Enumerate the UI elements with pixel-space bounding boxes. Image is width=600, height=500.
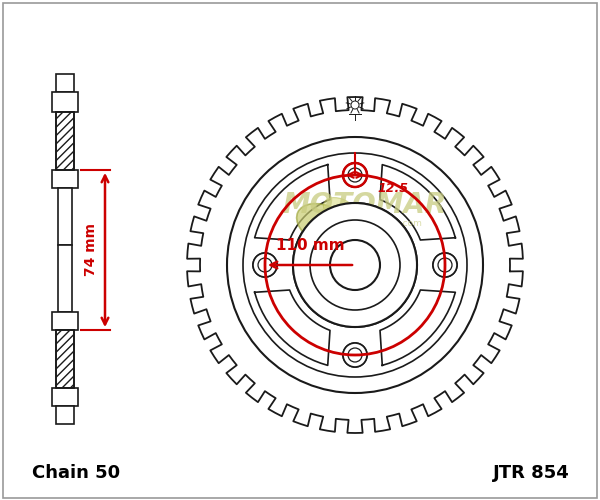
Bar <box>56 330 74 388</box>
Bar <box>52 92 78 112</box>
Circle shape <box>438 258 452 272</box>
Circle shape <box>343 343 367 367</box>
Polygon shape <box>380 164 455 240</box>
Text: MOTOMAR: MOTOMAR <box>283 191 447 219</box>
Text: 110 mm: 110 mm <box>275 238 344 253</box>
Circle shape <box>343 343 367 367</box>
Polygon shape <box>254 164 330 240</box>
Circle shape <box>348 348 362 362</box>
Bar <box>56 112 74 170</box>
Circle shape <box>293 203 417 327</box>
Ellipse shape <box>323 198 356 222</box>
Ellipse shape <box>296 204 353 246</box>
Circle shape <box>343 163 367 187</box>
Polygon shape <box>187 97 523 433</box>
Bar <box>56 74 74 92</box>
Polygon shape <box>254 290 330 366</box>
Circle shape <box>433 253 457 277</box>
Text: www.motomarracing.com: www.motomarracing.com <box>307 218 423 228</box>
Circle shape <box>348 168 362 182</box>
Text: 74 mm: 74 mm <box>84 224 98 276</box>
Bar <box>56 112 74 170</box>
Circle shape <box>348 168 362 182</box>
Circle shape <box>348 348 362 362</box>
Text: Chain 50: Chain 50 <box>32 464 120 482</box>
Circle shape <box>293 203 417 327</box>
Circle shape <box>433 253 457 277</box>
Text: JTR 854: JTR 854 <box>493 464 570 482</box>
Bar <box>52 170 78 188</box>
Bar <box>52 312 78 330</box>
Circle shape <box>438 258 452 272</box>
Circle shape <box>310 220 400 310</box>
Bar <box>52 388 78 406</box>
Bar <box>58 245 72 312</box>
Bar <box>56 330 74 388</box>
Bar <box>58 188 72 245</box>
Circle shape <box>258 258 272 272</box>
Circle shape <box>330 240 380 290</box>
Circle shape <box>330 240 380 290</box>
Circle shape <box>310 220 400 310</box>
Polygon shape <box>380 290 455 366</box>
Circle shape <box>253 253 277 277</box>
Circle shape <box>253 253 277 277</box>
Circle shape <box>258 258 272 272</box>
Bar <box>56 406 74 424</box>
Circle shape <box>227 137 483 393</box>
Circle shape <box>343 163 367 187</box>
Text: 12.5: 12.5 <box>377 182 408 196</box>
